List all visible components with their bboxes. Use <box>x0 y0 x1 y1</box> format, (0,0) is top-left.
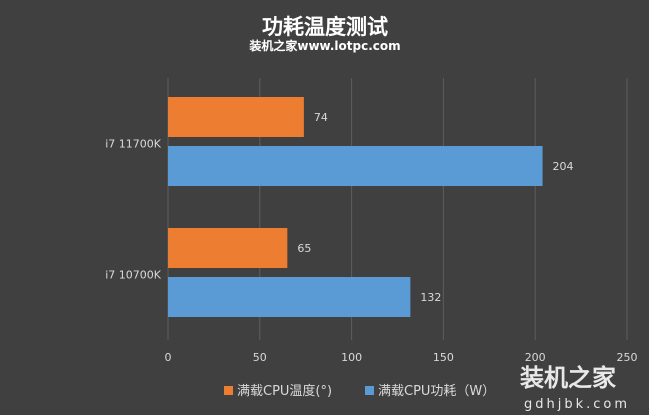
chart-subtitle: 装机之家www.lotpc.com <box>248 38 400 53</box>
x-tick-label: 0 <box>165 351 172 364</box>
labels: 0 50 100 150 200 250 74 204 i7 11700K 65 132 i7 107… <box>105 111 637 364</box>
x-tick-label: 50 <box>253 351 267 364</box>
bars <box>168 97 543 317</box>
bar <box>168 146 543 186</box>
watermark-url: gdhjbk.com <box>524 397 630 412</box>
data-label: 65 <box>297 242 311 255</box>
x-tick-label: 200 <box>525 351 546 364</box>
watermark: 装机之家 gdhjbk.com <box>520 364 630 412</box>
data-label: 204 <box>553 160 574 173</box>
category-label: i7 11700K <box>105 138 162 151</box>
legend-swatch <box>224 386 233 395</box>
category-label: i7 10700K <box>105 269 162 282</box>
bar <box>168 97 304 137</box>
watermark-logo: 装机之家 <box>520 364 616 392</box>
chart-title: 功耗温度测试 <box>262 15 388 39</box>
legend-label: 满载CPU功耗（W） <box>378 384 495 399</box>
legend-swatch <box>365 386 374 395</box>
bar <box>168 228 288 268</box>
x-tick-label: 150 <box>433 351 454 364</box>
data-label: 74 <box>314 111 328 124</box>
data-label: 132 <box>420 291 441 304</box>
x-tick-label: 100 <box>341 351 362 364</box>
legend-label: 满载CPU温度(°) <box>237 383 332 399</box>
x-tick-label: 250 <box>617 351 638 364</box>
bar <box>168 277 411 317</box>
legend: 满载CPU温度(°) 满载CPU功耗（W） <box>224 383 495 399</box>
